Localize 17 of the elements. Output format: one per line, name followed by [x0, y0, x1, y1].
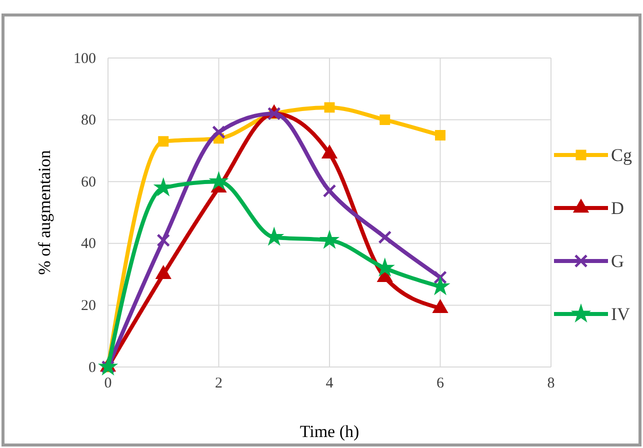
y-tick-label: 0 [88, 360, 96, 376]
legend-label: Cg [611, 145, 632, 165]
y-tick-label: 80 [81, 112, 96, 129]
y-tick-label: 40 [81, 236, 96, 252]
x-axis-title: Time (h) [300, 422, 360, 441]
legend-label: IV [611, 304, 630, 324]
legend-label: G [611, 251, 624, 271]
x-tick-label: 4 [326, 376, 334, 392]
x-tick-label: 8 [547, 376, 555, 392]
legend-label: D [611, 198, 624, 218]
y-axis-title: % of augmentaion [35, 150, 54, 275]
y-tick-label: 100 [74, 50, 96, 67]
x-tick-label: 2 [215, 376, 222, 392]
x-tick-label: 0 [104, 376, 112, 392]
x-tick-label: 6 [436, 376, 444, 392]
y-tick-label: 20 [81, 298, 96, 314]
y-tick-label: 60 [81, 174, 96, 190]
